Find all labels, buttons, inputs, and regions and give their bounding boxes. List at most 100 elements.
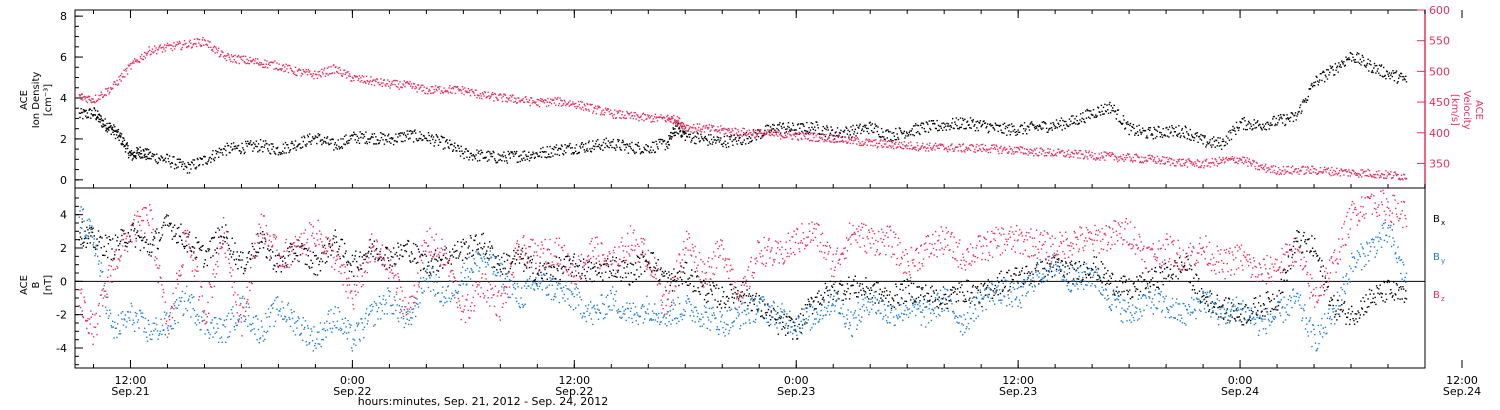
velocity-point	[731, 128, 733, 130]
density-point	[442, 148, 445, 150]
velocity-point	[925, 147, 928, 150]
velocity-point	[85, 100, 87, 102]
density-point	[448, 147, 450, 149]
bx-point	[403, 245, 405, 247]
field-tick-label: -4	[56, 342, 67, 355]
velocity-point	[848, 139, 851, 141]
bx-point	[610, 272, 612, 274]
density-point	[314, 137, 316, 139]
velocity-point	[1335, 172, 1337, 175]
velocity-point	[876, 147, 878, 149]
density-point	[1235, 133, 1237, 135]
velocity-point	[362, 81, 364, 84]
bx-point	[767, 303, 769, 305]
bx-point	[375, 247, 378, 250]
velocity-point	[1188, 159, 1191, 162]
bx-point	[334, 229, 336, 231]
density-point	[1242, 128, 1245, 130]
density-point	[310, 143, 312, 145]
velocity-point	[585, 109, 588, 111]
density-point	[617, 140, 620, 143]
density-point	[462, 152, 464, 155]
velocity-point	[1395, 173, 1397, 175]
velocity-point	[858, 140, 860, 143]
velocity-point	[1070, 155, 1072, 158]
density-point	[807, 132, 809, 134]
velocity-point	[540, 100, 543, 102]
velocity-point	[1240, 159, 1243, 161]
bx-point	[575, 274, 578, 277]
density-point	[180, 161, 182, 163]
bx-point	[474, 239, 476, 242]
velocity-point	[269, 61, 272, 63]
velocity-point	[428, 88, 430, 91]
density-point	[1128, 133, 1130, 136]
density-point	[1140, 133, 1142, 135]
density-point	[1160, 132, 1162, 134]
velocity-point	[243, 61, 245, 63]
velocity-point	[529, 104, 531, 107]
density-point	[1202, 143, 1204, 145]
velocity-point	[197, 38, 199, 41]
bx-point	[384, 254, 386, 256]
velocity-point	[637, 116, 639, 118]
density-point	[1148, 127, 1150, 129]
bx-point	[372, 255, 374, 258]
bx-point	[604, 271, 607, 273]
density-point	[903, 130, 905, 132]
density-point	[745, 143, 747, 145]
velocity-point	[1034, 149, 1036, 151]
bx-point	[179, 235, 181, 238]
density-point	[811, 123, 814, 125]
velocity-point	[333, 72, 336, 74]
density-point	[741, 143, 743, 146]
density-point	[298, 143, 300, 145]
density-point	[137, 154, 140, 156]
bx-point	[107, 256, 109, 259]
velocity-point	[761, 137, 763, 139]
velocity-point	[860, 144, 862, 147]
density-point	[1303, 101, 1305, 103]
density-point	[1251, 129, 1253, 131]
velocity-point	[235, 61, 237, 63]
bx-point	[643, 255, 645, 257]
density-point	[794, 129, 796, 131]
density-point	[237, 144, 240, 147]
density-point	[505, 157, 507, 159]
density-point	[129, 151, 131, 153]
velocity-point	[195, 45, 198, 48]
density-point	[536, 153, 538, 155]
velocity-point	[405, 81, 408, 84]
bx-point	[134, 246, 137, 248]
bx-point	[447, 262, 450, 264]
velocity-point	[592, 110, 595, 112]
density-point	[126, 144, 128, 146]
bx-point	[703, 279, 705, 282]
density-point	[1392, 70, 1394, 72]
bx-point	[770, 310, 772, 312]
density-point	[1380, 64, 1383, 66]
velocity-point	[1306, 166, 1309, 168]
bx-point	[764, 312, 767, 314]
density-point	[97, 110, 99, 112]
density-point	[1356, 52, 1359, 54]
velocity-point	[87, 96, 89, 98]
velocity-point	[261, 63, 263, 66]
density-point	[1009, 134, 1011, 136]
velocity-point	[621, 114, 623, 116]
velocity-point	[687, 124, 689, 127]
bx-point	[662, 275, 664, 277]
velocity-point	[1272, 165, 1275, 167]
density-point	[695, 136, 698, 138]
velocity-point	[693, 124, 695, 126]
bx-point	[557, 269, 559, 272]
density-point	[1377, 68, 1379, 70]
density-point	[234, 148, 236, 150]
velocity-point	[92, 98, 94, 100]
density-point	[277, 154, 280, 156]
density-point	[1319, 79, 1321, 81]
density-point	[629, 143, 631, 145]
density-point	[870, 124, 872, 126]
velocity-point	[322, 73, 324, 75]
velocity-point	[892, 145, 894, 147]
